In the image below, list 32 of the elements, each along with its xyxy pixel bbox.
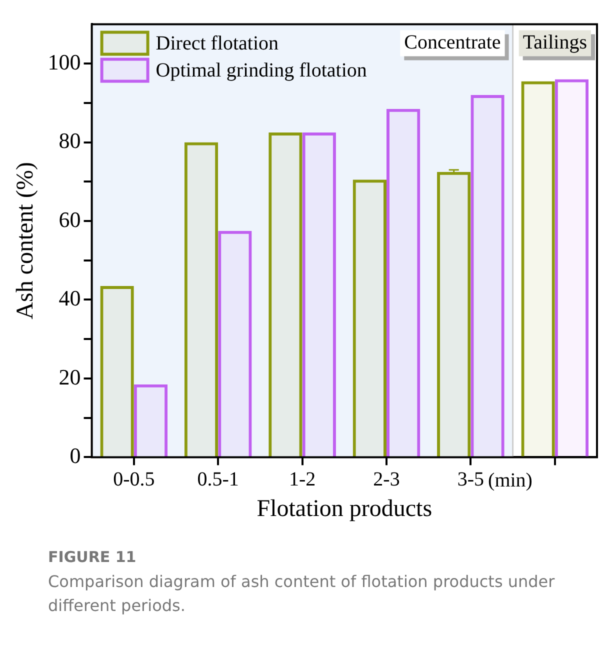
y-tick-label: 0: [70, 442, 81, 468]
bar: [100, 286, 134, 457]
y-tick-label: 40: [58, 286, 81, 311]
x-tick-label: 0.5-1: [197, 468, 239, 490]
y-axis-title: Ash content (%): [12, 162, 39, 320]
annotation: Tailings: [522, 31, 588, 54]
y-tick-label: 60: [58, 206, 81, 232]
bar: [218, 230, 252, 457]
bar: [521, 81, 555, 457]
x-tick-label: 1-2: [288, 468, 316, 490]
x-tick-label: 3-5: [457, 468, 484, 490]
y-tick-label: 20: [58, 364, 81, 390]
legend-label: Direct flotation: [156, 32, 279, 54]
bar: [437, 172, 471, 457]
text: (min): [488, 469, 532, 492]
bar: [554, 79, 589, 457]
legend-label: Optimal grinding flotation: [156, 59, 367, 82]
bar: [302, 132, 336, 457]
x-tick-label: 2-3: [373, 468, 400, 490]
bar: [386, 108, 420, 457]
y-tick-label: 80: [58, 128, 81, 154]
bar: [184, 142, 218, 457]
text: Comparison diagram of ash content of flotation products under different periods.: [48, 571, 556, 617]
bar: [134, 384, 168, 457]
bar: [470, 95, 504, 457]
x-tick-label: 0-0.5: [113, 468, 155, 490]
y-tick-label: 100: [48, 49, 81, 74]
bar: [352, 180, 386, 457]
bar: [268, 132, 302, 457]
text: FIGURE 11: [48, 548, 138, 566]
band-label: Concentrate: [404, 31, 501, 54]
x-axis-title: Flotation products: [256, 496, 432, 522]
